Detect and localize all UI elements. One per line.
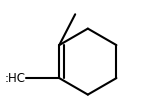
Text: :HC: :HC bbox=[4, 72, 25, 85]
